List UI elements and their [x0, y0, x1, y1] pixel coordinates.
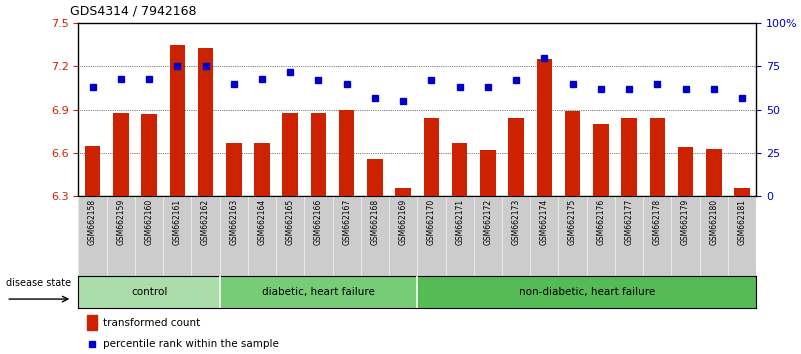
Bar: [170, 45, 185, 196]
Text: GSM662163: GSM662163: [229, 199, 238, 245]
Text: transformed count: transformed count: [103, 318, 199, 328]
Bar: [509, 118, 524, 196]
Bar: [537, 59, 552, 196]
Text: GSM662159: GSM662159: [116, 199, 125, 245]
Text: GSM662172: GSM662172: [484, 199, 493, 245]
Text: GSM662178: GSM662178: [653, 199, 662, 245]
Bar: [678, 147, 694, 196]
Bar: [226, 143, 242, 196]
Text: GSM662176: GSM662176: [597, 199, 606, 245]
Text: GSM662177: GSM662177: [625, 199, 634, 245]
Bar: [650, 118, 665, 196]
Text: non-diabetic, heart failure: non-diabetic, heart failure: [518, 287, 655, 297]
Text: percentile rank within the sample: percentile rank within the sample: [103, 339, 279, 349]
Bar: [339, 110, 355, 196]
Bar: [85, 146, 100, 196]
Text: GSM662179: GSM662179: [681, 199, 690, 245]
Text: GSM662170: GSM662170: [427, 199, 436, 245]
Text: GSM662171: GSM662171: [455, 199, 464, 245]
Text: GSM662181: GSM662181: [738, 199, 747, 245]
Bar: [311, 113, 326, 196]
Bar: [396, 188, 411, 196]
Text: GSM662174: GSM662174: [540, 199, 549, 245]
Bar: [565, 111, 581, 196]
Text: GSM662160: GSM662160: [145, 199, 154, 245]
Text: disease state: disease state: [6, 278, 71, 288]
Bar: [113, 113, 129, 196]
Text: GSM662166: GSM662166: [314, 199, 323, 245]
Bar: [87, 315, 97, 330]
Text: GSM662161: GSM662161: [173, 199, 182, 245]
Bar: [452, 143, 468, 196]
Bar: [367, 159, 383, 196]
Text: GSM662158: GSM662158: [88, 199, 97, 245]
Text: GSM662165: GSM662165: [286, 199, 295, 245]
Text: diabetic, heart failure: diabetic, heart failure: [262, 287, 375, 297]
Bar: [254, 143, 270, 196]
Bar: [283, 113, 298, 196]
Text: GSM662168: GSM662168: [371, 199, 380, 245]
Bar: [480, 150, 496, 196]
Bar: [735, 188, 750, 196]
Text: GSM662173: GSM662173: [512, 199, 521, 245]
Text: GDS4314 / 7942168: GDS4314 / 7942168: [70, 5, 197, 18]
Bar: [141, 114, 157, 196]
Text: control: control: [131, 287, 167, 297]
Text: GSM662175: GSM662175: [568, 199, 577, 245]
Text: GSM662164: GSM662164: [258, 199, 267, 245]
Text: GSM662167: GSM662167: [342, 199, 351, 245]
Text: GSM662180: GSM662180: [710, 199, 718, 245]
Bar: [622, 118, 637, 196]
Bar: [593, 124, 609, 196]
Bar: [706, 149, 722, 196]
Text: GSM662162: GSM662162: [201, 199, 210, 245]
Text: GSM662169: GSM662169: [399, 199, 408, 245]
Bar: [198, 47, 213, 196]
Bar: [424, 118, 439, 196]
